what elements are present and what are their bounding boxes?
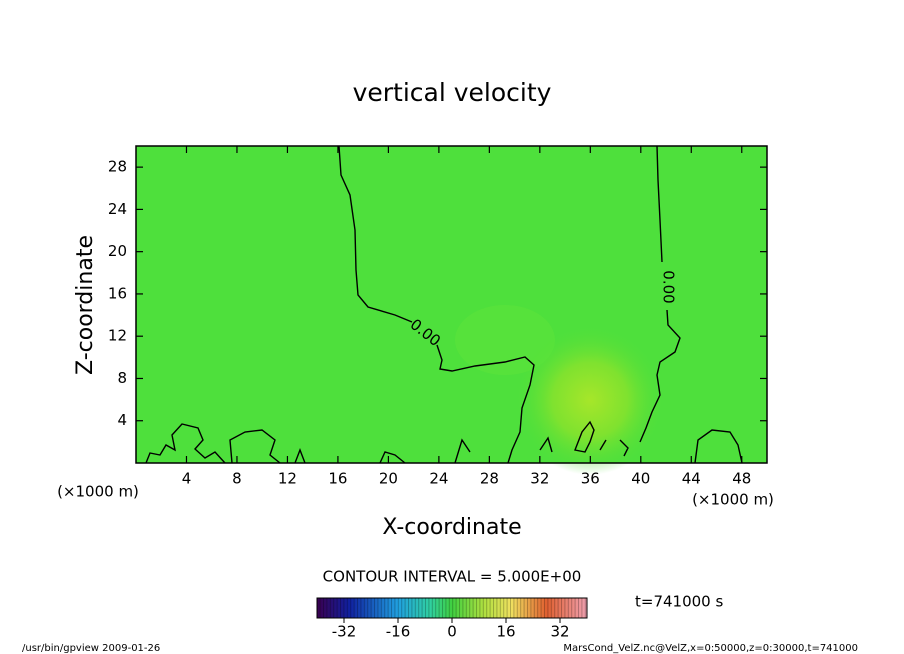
footer-left: /usr/bin/gpview 2009-01-26 xyxy=(22,643,160,654)
footer-right: MarsCond_VelZ.nc@VelZ,x=0:50000,z=0:3000… xyxy=(563,643,858,654)
colorbar-frame xyxy=(316,597,588,619)
x-tick-label: 16 xyxy=(328,470,347,488)
x-tick-label: 8 xyxy=(232,470,242,488)
contour-interval: CONTOUR INTERVAL = 5.000E+00 xyxy=(323,568,582,586)
x-tick-label: 44 xyxy=(682,470,701,488)
x-tick-label: 4 xyxy=(182,470,192,488)
plot-frame xyxy=(135,145,768,464)
y-axis-title: Z-coordinate xyxy=(73,235,98,375)
time-label: t=741000 s xyxy=(635,593,723,611)
y-tick-label: 16 xyxy=(108,284,127,302)
contour-line xyxy=(639,145,681,443)
x-tick-label: 48 xyxy=(732,470,751,488)
y-tick-label: 28 xyxy=(108,158,127,176)
y-unit-label: (×1000 m) xyxy=(57,483,139,501)
colorbar-tick-label: -32 xyxy=(332,623,357,641)
field-background xyxy=(136,146,767,463)
x-tick-label: 12 xyxy=(278,470,297,488)
y-tick-label: 12 xyxy=(108,327,127,345)
x-tick-label: 40 xyxy=(631,470,650,488)
x-tick-label: 32 xyxy=(530,470,549,488)
y-tick-label: 4 xyxy=(117,411,127,429)
colorbar-tick-label: 0 xyxy=(447,623,457,641)
contour-line xyxy=(145,420,743,464)
colorbar-tick-label: 32 xyxy=(550,623,569,641)
colorbar-tick-label: 16 xyxy=(496,623,515,641)
x-axis-title: X-coordinate xyxy=(382,515,521,540)
field-shade xyxy=(455,305,555,375)
chart-title: vertical velocity xyxy=(353,78,552,107)
y-tick-label: 24 xyxy=(108,200,127,218)
colorbar-tick-label: -16 xyxy=(386,623,411,641)
x-tick-label: 24 xyxy=(429,470,448,488)
contour-label: 0.00 xyxy=(660,270,678,303)
x-tick-label: 28 xyxy=(480,470,499,488)
field-maximum xyxy=(515,325,665,475)
x-tick-label: 20 xyxy=(379,470,398,488)
y-tick-label: 8 xyxy=(117,369,127,387)
contour-line xyxy=(338,145,535,464)
x-unit-label: (×1000 m) xyxy=(692,491,774,509)
y-tick-label: 20 xyxy=(108,242,127,260)
x-tick-label: 36 xyxy=(581,470,600,488)
plot-area xyxy=(136,146,767,475)
